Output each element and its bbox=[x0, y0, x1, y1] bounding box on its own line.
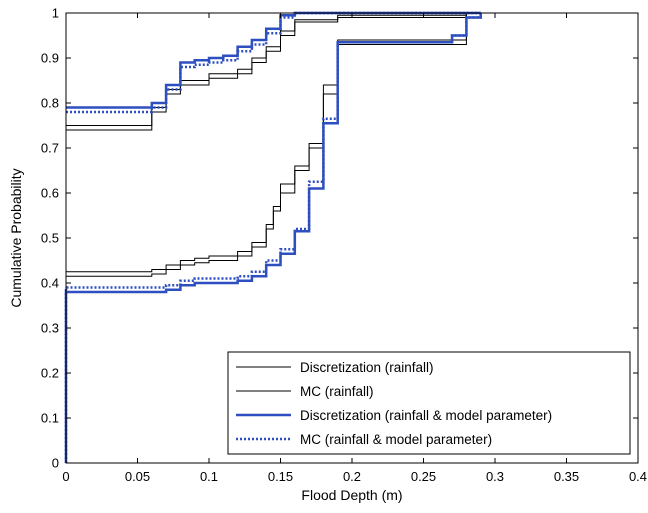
x-tick-label-0: 0 bbox=[62, 469, 69, 484]
y-tick-label-9: 0.9 bbox=[41, 51, 59, 66]
y-tick-label-5: 0.5 bbox=[41, 231, 59, 246]
x-tick-label-1: 0.05 bbox=[125, 469, 150, 484]
legend-label-0: Discretization (rainfall) bbox=[300, 360, 434, 375]
series-1-curve-0 bbox=[65, 13, 467, 463]
y-tick-label-2: 0.2 bbox=[41, 366, 59, 381]
series-1-curve-1 bbox=[66, 13, 467, 131]
x-tick-label-6: 0.3 bbox=[486, 469, 504, 484]
y-axis: 0 0.1 0.2 0.3 0.4 0.5 0.6 0.7 0.8 0.9 1 bbox=[41, 6, 638, 471]
y-tick-label-10: 1 bbox=[52, 6, 59, 21]
series-3-curve-0 bbox=[64, 13, 482, 463]
x-tick-label-5: 0.25 bbox=[411, 469, 436, 484]
x-tick-label-2: 0.1 bbox=[200, 469, 218, 484]
legend-label-1: MC (rainfall) bbox=[300, 384, 374, 399]
legend: Discretization (rainfall) MC (rainfall) … bbox=[227, 351, 631, 455]
y-tick-label-8: 0.8 bbox=[41, 96, 59, 111]
legend-box bbox=[227, 351, 631, 455]
x-axis-label: Flood Depth (m) bbox=[301, 487, 402, 503]
series-0-curve-0 bbox=[65, 13, 467, 463]
legend-label-2: Discretization (rainfall & model paramet… bbox=[300, 408, 552, 423]
x-axis: 0 0.05 0.1 0.15 0.2 0.25 0.3 0.35 0.4 bbox=[62, 13, 647, 484]
x-tick-label-3: 0.15 bbox=[268, 469, 293, 484]
x-tick-label-4: 0.2 bbox=[343, 469, 361, 484]
legend-label-3: MC (rainfall & model parameter) bbox=[300, 432, 492, 447]
series-layer bbox=[64, 11, 482, 463]
y-tick-label-1: 0.1 bbox=[41, 411, 59, 426]
y-tick-label-3: 0.3 bbox=[41, 321, 59, 336]
x-tick-label-8: 0.4 bbox=[629, 469, 647, 484]
series-2-curve-0 bbox=[64, 13, 482, 463]
y-axis-label: Cumulative Probability bbox=[8, 168, 24, 307]
y-tick-label-7: 0.7 bbox=[41, 141, 59, 156]
series-0-curve-1 bbox=[66, 13, 467, 126]
y-tick-label-4: 0.4 bbox=[41, 276, 59, 291]
y-tick-label-0: 0 bbox=[52, 456, 59, 471]
y-tick-label-6: 0.6 bbox=[41, 186, 59, 201]
series-3-curve-1 bbox=[66, 11, 481, 114]
x-tick-label-7: 0.35 bbox=[554, 469, 579, 484]
